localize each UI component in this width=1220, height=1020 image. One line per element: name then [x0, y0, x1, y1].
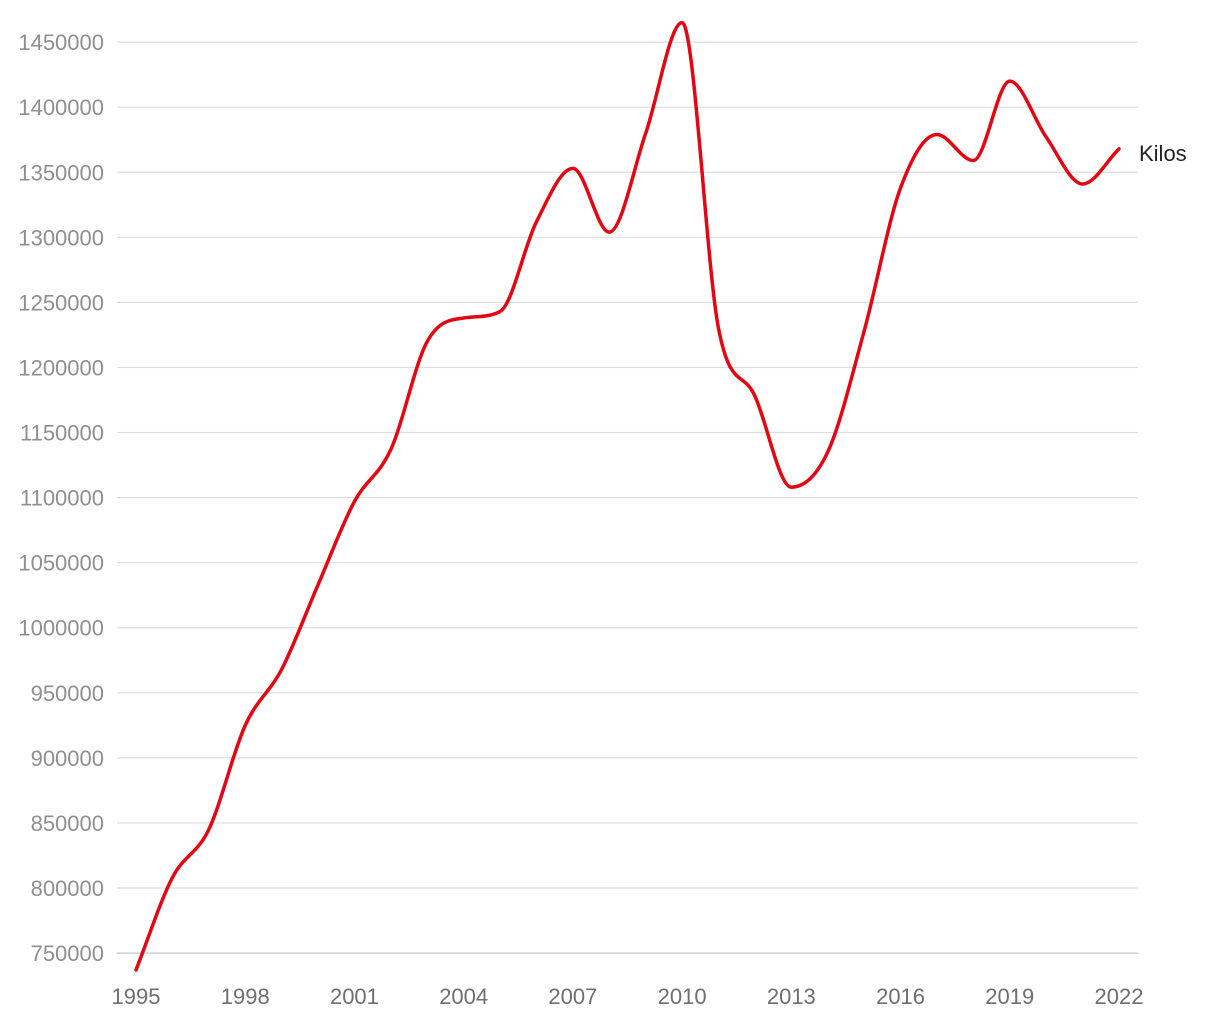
x-tick-label: 2001	[330, 984, 379, 1009]
y-tick-label: 1000000	[18, 616, 104, 641]
x-axis-ticks: 1995 1998 2001 2004 2007 2010 2013 2016 2019 2022	[112, 984, 1144, 1009]
series-lines: Kilos	[134, 20, 1187, 972]
x-tick-label: 1998	[221, 984, 270, 1009]
y-tick-label: 800000	[31, 876, 104, 901]
y-tick-label: 1300000	[18, 225, 104, 250]
y-tick-label: 1350000	[18, 160, 104, 185]
series-label: Kilos	[1139, 141, 1187, 166]
x-tick-label: 2013	[767, 984, 816, 1009]
y-tick-label: 1450000	[18, 30, 104, 55]
gridlines	[117, 41, 1138, 954]
x-tick-label: 2007	[548, 984, 597, 1009]
x-tick-label: 2010	[658, 984, 707, 1009]
y-tick-label: 1100000	[20, 486, 104, 511]
y-tick-label: 1250000	[18, 290, 104, 315]
x-tick-label: 2019	[985, 984, 1034, 1009]
y-tick-label: 1200000	[18, 355, 104, 380]
x-tick-label: 1995	[112, 984, 161, 1009]
y-tick-label: 1050000	[18, 551, 104, 576]
y-tick-label: 1400000	[18, 95, 104, 120]
x-tick-label: 2016	[876, 984, 925, 1009]
y-axis-ticks: 750000 800000 850000 900000 950000 1000000 105…	[18, 30, 104, 966]
y-tick-label: 1150000	[20, 421, 104, 446]
y-tick-label: 750000	[31, 941, 104, 966]
y-tick-label: 900000	[31, 746, 104, 771]
series-line-kilos	[134, 20, 1121, 972]
x-tick-label: 2004	[439, 984, 488, 1009]
y-tick-label: 850000	[31, 811, 104, 836]
x-tick-label: 2022	[1095, 984, 1144, 1009]
y-tick-label: 950000	[31, 681, 104, 706]
